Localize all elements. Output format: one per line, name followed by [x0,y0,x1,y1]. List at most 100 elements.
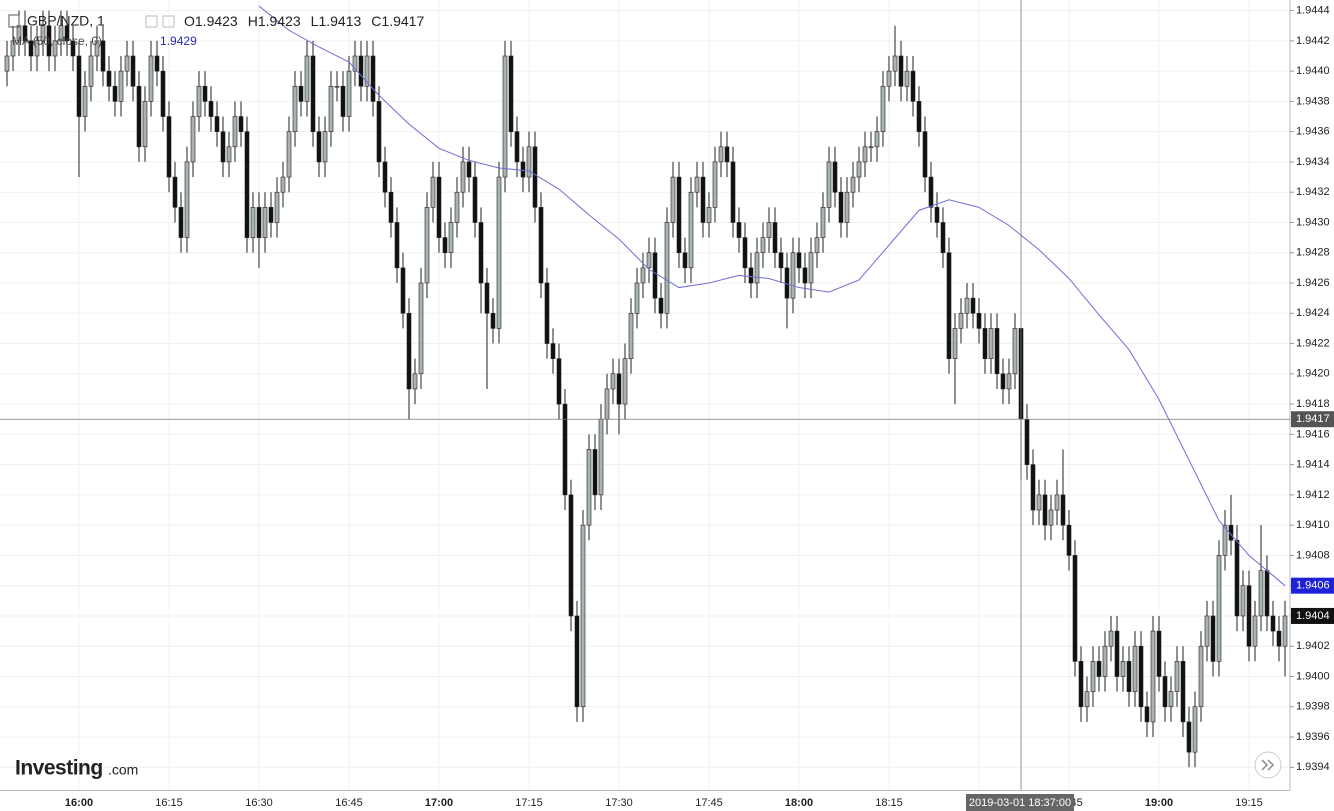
candle-body [472,176,478,223]
plot [4,5,1288,768]
candle-body [502,55,508,178]
candle-body [100,40,106,72]
candle-body [946,252,952,359]
x-tick-label: 17:30 [605,797,633,809]
candle-body [1048,509,1054,526]
last-price-box [1291,607,1334,624]
candle-body [190,116,196,163]
candle-body [358,55,364,87]
candle-body [658,297,664,314]
scroll-arrows[interactable] [1261,759,1275,771]
candle-body [676,176,682,254]
candle-body [766,222,772,238]
candle-body [1066,524,1072,556]
candle-body [682,252,688,269]
candle-body [382,161,388,193]
crosshair-time-box [966,794,1074,811]
price-axis [1290,0,1334,811]
candle-body [268,207,274,223]
y-tick-label: 1.9422 [1296,337,1330,349]
settings-icon[interactable] [145,15,158,28]
candle-body [628,312,634,359]
candle-body [22,25,28,42]
candle-body [226,146,232,163]
candle-body [160,70,166,117]
candle-body [730,161,736,223]
candle-body [790,252,796,299]
ma-line [258,5,1286,587]
candle-body [508,55,514,132]
candle-body [568,494,574,617]
candle-body [718,146,724,163]
candle-body [814,237,820,254]
candle-body [646,252,652,269]
y-tick-label: 1.9434 [1296,156,1330,168]
y-tick-label: 1.9416 [1296,428,1330,440]
candle-body [826,161,832,208]
candle-body [562,403,568,496]
scroll-button[interactable] [1254,751,1282,779]
symbol-title: GBP/NZD, 1 [27,13,105,29]
candle-body [1084,691,1090,708]
candle-body [700,176,706,223]
candle-body [112,85,118,102]
candle-body [550,343,556,359]
candle-body [136,85,142,148]
candle-body [400,267,406,314]
ohlc-key: C [371,13,381,29]
candle-body [142,101,148,148]
ohlc-key: L [311,13,319,29]
candle-body [916,101,922,132]
candle-body [436,176,442,238]
y-tick-label: 1.9428 [1296,247,1330,259]
y-tick-label: 1.9414 [1296,459,1330,471]
candle-body [292,85,298,132]
ma-price-box [1291,577,1334,594]
candle-body [874,131,880,148]
y-tick-label: 1.9412 [1296,489,1330,501]
candle-body [796,252,802,269]
candle-body [958,312,964,329]
candle-body [988,328,994,359]
candle-body [310,55,316,132]
candle-body [64,25,70,42]
candle-body [1198,645,1204,708]
candle-body [670,176,676,223]
candle-body [964,297,970,314]
candle-body [10,40,16,57]
close-icon[interactable] [162,15,175,28]
y-tick-label: 1.9444 [1296,5,1330,17]
candle-body [736,222,742,238]
candle-body [280,176,286,193]
x-tick-label: 16:30 [245,797,273,809]
candle-body [856,161,862,178]
candle-body [4,55,10,72]
candle-body [1012,328,1018,375]
y-tick-label: 1.9398 [1296,701,1330,713]
candle-body [520,161,526,178]
candle-body [1162,676,1168,708]
candle-body [1282,615,1288,647]
candle-body [394,222,400,269]
candle-body [1030,464,1036,511]
crosshair-price: 1.9417 [1296,413,1330,425]
candle-body [1000,373,1006,390]
logo: Investing .com [15,757,138,780]
candle-body [286,131,292,178]
candle-body [1180,661,1186,723]
candle-body [1126,661,1132,692]
candle-body [688,191,694,269]
candle-body [904,70,910,87]
candle-body [250,207,256,238]
candle-body [376,101,382,163]
candle-body [556,358,562,405]
candle-body [598,418,604,496]
candle-body [442,237,448,254]
candle-body [316,131,322,163]
candle-body [1114,630,1120,677]
candle-body [454,191,460,223]
candle-body [262,207,268,238]
candle-body [328,85,334,132]
candle-body [634,282,640,314]
